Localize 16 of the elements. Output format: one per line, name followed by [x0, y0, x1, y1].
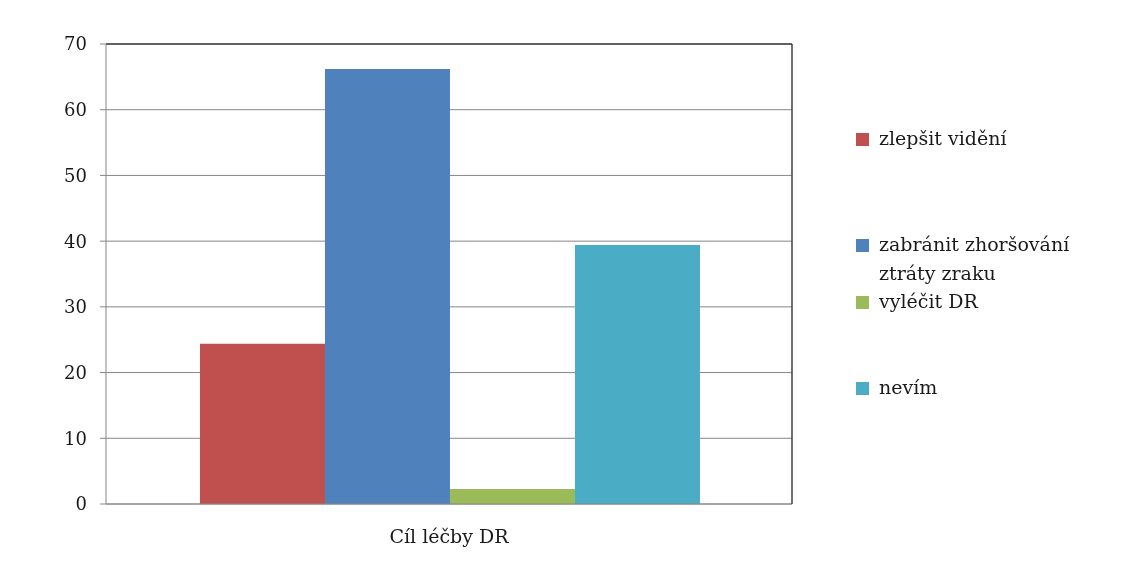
y-tick-label: 60 [64, 99, 87, 121]
bar [449, 488, 575, 504]
bar [199, 343, 325, 504]
y-tick-label: 50 [64, 164, 87, 186]
legend-label: nevím [879, 375, 939, 400]
bar [324, 68, 450, 504]
y-tick-label: 20 [64, 361, 87, 383]
y-tick-label: 70 [64, 33, 87, 55]
bar [574, 245, 700, 504]
legend-label: vyléčit DR [879, 289, 980, 314]
y-tick-label: 0 [75, 493, 87, 515]
y-tick-label: 30 [64, 296, 87, 318]
legend-label: zlepšit vidění [879, 126, 1008, 151]
x-tick-label: Cíl léčby DR [389, 525, 510, 548]
y-tick-label: 40 [64, 230, 87, 252]
y-tick-label: 10 [64, 427, 87, 449]
